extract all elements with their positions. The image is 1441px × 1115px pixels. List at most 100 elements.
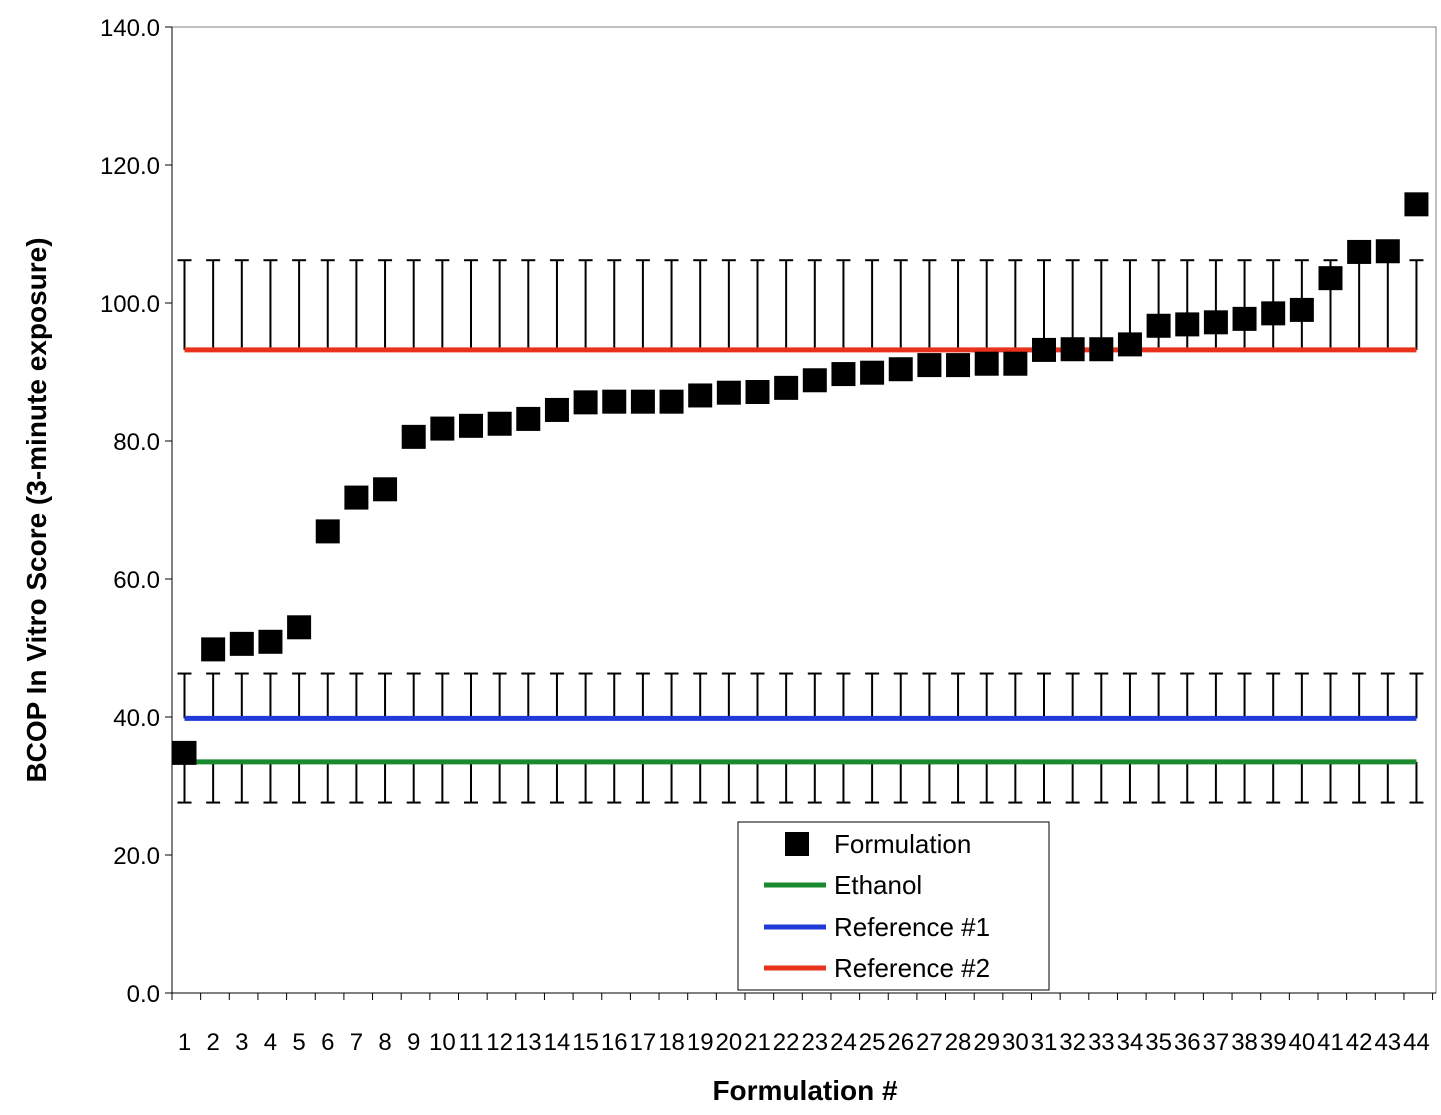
formulation-marker [716, 380, 741, 405]
x-tick-label: 12 [486, 1029, 513, 1056]
formulation-marker [258, 629, 283, 654]
y-tick-label: 20.0 [113, 843, 160, 870]
y-axis-title: BCOP In Vitro Score (3-minute exposure) [21, 237, 52, 782]
x-tick-label: 35 [1145, 1029, 1172, 1056]
x-tick-label: 25 [859, 1029, 886, 1056]
formulation-marker [831, 362, 856, 387]
formulation-marker [659, 389, 684, 414]
formulation-marker [344, 485, 369, 510]
x-tick-label: 17 [630, 1029, 657, 1056]
x-tick-label: 21 [744, 1029, 771, 1056]
formulation-marker [315, 519, 340, 544]
x-tick-label: 29 [973, 1029, 1000, 1056]
x-tick-label: 30 [1002, 1029, 1029, 1056]
legend-swatch-formulation [785, 832, 809, 856]
y-tick-label: 0.0 [127, 981, 160, 1008]
formulation-marker [946, 353, 971, 378]
formulation-marker [1347, 239, 1372, 264]
formulation-marker [602, 389, 627, 414]
x-tick-label: 18 [658, 1029, 685, 1056]
x-tick-label: 13 [515, 1029, 542, 1056]
x-tick-label: 4 [264, 1029, 277, 1056]
x-tick-label: 1 [178, 1029, 191, 1056]
formulation-marker [401, 424, 426, 449]
formulation-marker [1003, 351, 1028, 376]
legend-label-reference-1: Reference #1 [834, 912, 990, 942]
formulation-marker [888, 357, 913, 382]
formulation-marker [802, 368, 827, 393]
x-tick-label: 26 [887, 1029, 914, 1056]
formulation-marker [459, 413, 483, 438]
formulation-marker [287, 615, 312, 640]
y-tick-label: 60.0 [113, 567, 160, 594]
y-tick-label: 80.0 [113, 429, 160, 456]
x-tick-label: 28 [945, 1029, 972, 1056]
legend-label-formulation: Formulation [834, 829, 971, 859]
formulation-marker [229, 631, 254, 656]
formulation-marker [1203, 310, 1228, 335]
x-tick-label: 9 [407, 1029, 420, 1056]
x-tick-label: 37 [1203, 1029, 1230, 1056]
formulation-marker [860, 360, 885, 385]
formulation-marker [1318, 266, 1343, 291]
x-tick-label: 41 [1317, 1029, 1344, 1056]
x-tick-label: 14 [544, 1029, 571, 1056]
formulation-marker [573, 390, 598, 415]
formulation-marker [1060, 337, 1085, 362]
x-tick-label: 40 [1288, 1029, 1315, 1056]
formulation-marker [1261, 301, 1286, 326]
formulation-marker [172, 740, 197, 765]
error-bars [177, 259, 1424, 804]
y-tick-label: 120.0 [100, 153, 160, 180]
formulation-marker [917, 353, 942, 378]
x-tick-label: 24 [830, 1029, 857, 1056]
x-tick-label: 8 [378, 1029, 391, 1056]
x-axis-title: Formulation # [712, 1075, 898, 1106]
x-tick-label: 7 [350, 1029, 363, 1056]
formulation-marker [1089, 337, 1114, 362]
x-tick-label: 44 [1403, 1029, 1430, 1056]
formulation-marker [1404, 192, 1429, 217]
x-tick-label: 20 [715, 1029, 742, 1056]
x-tick-label: 34 [1117, 1029, 1144, 1056]
x-tick-label: 42 [1346, 1029, 1373, 1056]
x-tick-label: 39 [1260, 1029, 1287, 1056]
formulation-marker [516, 406, 541, 431]
formulation-marker [1289, 297, 1314, 322]
x-tick-label: 33 [1088, 1029, 1115, 1056]
formulation-marker [688, 383, 713, 408]
formulation-marker [487, 411, 512, 436]
x-tick-label: 23 [801, 1029, 828, 1056]
y-tick-label: 140.0 [100, 15, 160, 42]
formulation-marker [1117, 332, 1142, 357]
formulation-markers [172, 192, 1429, 765]
reference-lines [184, 347, 1417, 765]
x-tick-label: 11 [459, 1029, 484, 1056]
x-tick-label: 10 [429, 1029, 456, 1056]
x-tick-label: 22 [773, 1029, 800, 1056]
x-tick-label: 5 [292, 1029, 305, 1056]
x-tick-label: 27 [916, 1029, 943, 1056]
x-tick-label: 6 [321, 1029, 334, 1056]
formulation-marker [1175, 312, 1200, 337]
x-tick-label: 19 [687, 1029, 714, 1056]
x-tick-label: 2 [206, 1029, 219, 1056]
formulation-marker [1232, 306, 1257, 331]
x-tick-label: 36 [1174, 1029, 1201, 1056]
formulation-marker [774, 375, 799, 400]
formulation-marker [1146, 313, 1171, 338]
y-axis: 0.0 20.0 40.0 60.0 80.0 100.0 120.0 140.0 [100, 15, 173, 1008]
legend-label-reference-2: Reference #2 [834, 953, 990, 983]
formulation-marker [745, 380, 770, 405]
x-tick-label: 3 [235, 1029, 248, 1056]
formulation-marker [544, 397, 569, 422]
formulation-marker [1375, 239, 1400, 264]
x-axis: 1 2 3 4 5 6 7 8 9 10 11 12 13 14 15 16 17 18 19 20 21 22 23 24 2… [171, 992, 1436, 1056]
legend-label-ethanol: Ethanol [834, 870, 922, 900]
x-tick-label: 31 [1031, 1029, 1058, 1056]
formulation-marker [974, 351, 999, 376]
y-tick-label: 100.0 [100, 291, 160, 318]
x-tick-label: 16 [601, 1029, 628, 1056]
x-tick-label: 43 [1374, 1029, 1401, 1056]
